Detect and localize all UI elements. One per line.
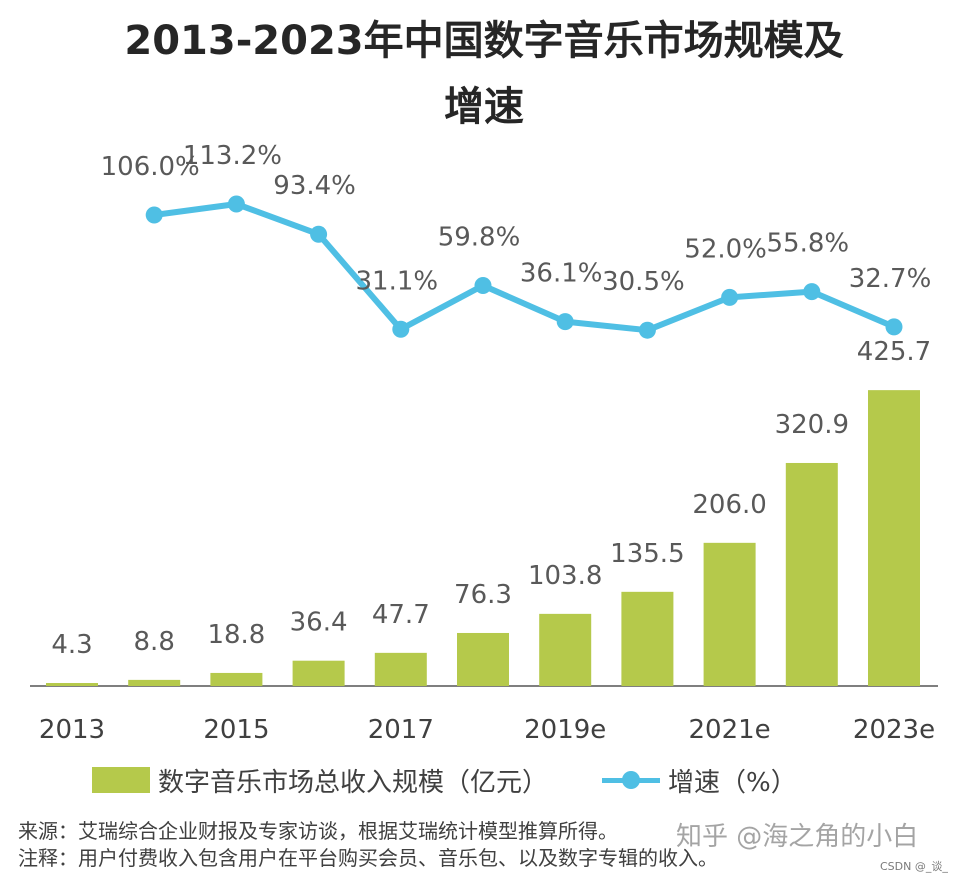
growth-point <box>885 318 903 336</box>
growth-point <box>474 276 492 294</box>
growth-value-label: 52.0% <box>684 234 767 264</box>
legend-label-revenue: 数字音乐市场总收入规模（亿元） <box>158 767 549 798</box>
growth-value-label: 30.5% <box>602 267 685 297</box>
growth-line <box>153 201 896 334</box>
bar-value-label: 76.3 <box>454 580 512 610</box>
footnote: 注释：用户付费收入包含用户在平台购买会员、音乐包、以及数字专辑的收入。 <box>18 846 718 870</box>
bar <box>46 683 98 686</box>
x-tick-label: 2013 <box>39 715 105 745</box>
chart-title-line-2: 增速 <box>444 84 524 130</box>
bar <box>128 679 181 686</box>
bar <box>374 652 427 686</box>
growth-value-label: 59.8% <box>438 222 521 252</box>
growth-point <box>803 283 821 301</box>
growth-value-label: 93.4% <box>273 171 356 201</box>
legend: 数字音乐市场总收入规模（亿元） 增速（%） <box>92 760 851 800</box>
growth-value-label: 113.2% <box>183 141 282 171</box>
x-tick-label: 2015 <box>203 715 269 745</box>
legend-label-growth: 增速（%） <box>668 767 797 798</box>
growth-value-label: 32.7% <box>849 264 932 294</box>
bar <box>292 660 345 686</box>
growth-point <box>721 288 739 306</box>
chart-notes: 来源：艾瑞综合企业财报及专家访谈，根据艾瑞统计模型推算所得。 注释：用户付费收入… <box>18 818 718 872</box>
x-tick-label: 2019e <box>524 715 606 745</box>
bar-value-label: 36.4 <box>290 608 348 638</box>
bar-value-label: 18.8 <box>207 620 265 650</box>
chart-title: 2013-2023年中国数字音乐市场规模及 增速 <box>0 8 968 140</box>
growth-value-label: 55.8% <box>766 229 849 259</box>
bar-value-label: 47.7 <box>372 600 430 630</box>
bar-value-label: 4.3 <box>51 630 92 660</box>
bar <box>210 672 263 686</box>
chart-title-line-1: 2013-2023年中国数字音乐市场规模及 <box>124 18 844 64</box>
bar-value-label: 425.7 <box>857 337 931 367</box>
legend-swatch-bar <box>92 767 150 793</box>
legend-item-revenue: 数字音乐市场总收入规模（亿元） <box>92 762 548 799</box>
growth-point <box>638 321 656 339</box>
growth-point <box>392 320 410 338</box>
growth-point <box>145 206 163 224</box>
bar <box>621 591 674 686</box>
bar <box>785 462 838 686</box>
csdn-watermark: CSDN @_谈_ <box>880 860 948 873</box>
legend-swatch-line <box>602 767 661 793</box>
bar <box>703 542 756 686</box>
x-tick-label: 2023e <box>853 715 935 745</box>
bar <box>457 632 509 686</box>
watermark: 知乎 @海之角的小白 <box>676 822 919 852</box>
bar-value-label: 103.8 <box>528 561 602 591</box>
growth-point <box>227 195 245 213</box>
chart-area: 4.3 8.8 18.8 36.4 47.7 76.3 103.8 135.5 206.0 320… <box>30 141 938 745</box>
growth-value-label: 31.1% <box>355 266 438 296</box>
legend-item-growth: 增速（%） <box>602 762 797 799</box>
bar-value-label: 206.0 <box>692 490 766 520</box>
bar-value-label: 135.5 <box>610 539 684 569</box>
growth-value-label: 36.1% <box>520 259 603 289</box>
bar-value-label: 320.9 <box>775 410 849 440</box>
growth-point <box>556 313 574 331</box>
growth-value-label: 106.0% <box>101 152 200 182</box>
bar-value-label: 8.8 <box>134 627 175 657</box>
source-note: 来源：艾瑞综合企业财报及专家访谈，根据艾瑞统计模型推算所得。 <box>18 819 618 843</box>
growth-point <box>310 225 328 243</box>
x-tick-label: 2017 <box>368 715 434 745</box>
bar <box>868 390 920 686</box>
bar <box>539 613 592 686</box>
x-tick-label: 2021e <box>689 715 771 745</box>
